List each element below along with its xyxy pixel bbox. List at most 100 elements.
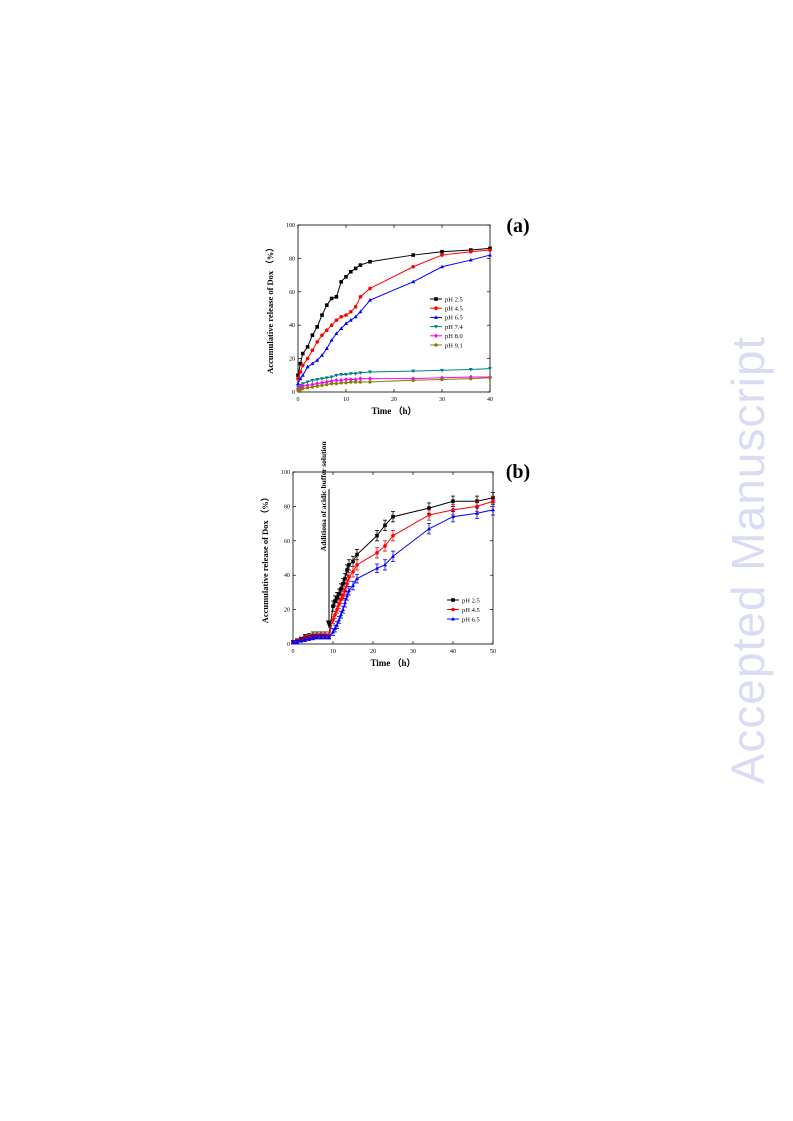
legend-label: pH 4.5 [462,607,480,614]
chart-b: 0 10 20 30 40 50 0 20 40 60 80 100 Time （h） Accumulat… [260,440,530,668]
data-point [427,506,431,510]
data-point [351,569,355,574]
data-point [298,384,303,390]
data-point [310,385,315,389]
data-point [427,513,431,517]
data-point [353,377,358,382]
data-point [305,345,310,349]
x-tick-label: 10 [343,397,349,403]
data-point [368,286,372,291]
data-point [300,383,305,389]
data-point [298,361,303,366]
data-point [440,249,444,254]
data-point [305,382,310,388]
data-point [368,376,372,381]
legend-label: pH 7.4 [445,324,463,331]
data-point [339,597,343,602]
data-point [375,533,379,538]
data-point [349,310,353,314]
data-point [320,380,324,386]
data-point [451,508,455,512]
legend-marker [434,306,438,311]
panel-label: (a) [506,215,529,237]
data-point [368,297,372,302]
data-point [348,377,353,382]
data-point [348,318,353,322]
data-point [334,381,339,386]
data-point [320,353,324,357]
data-point [334,318,339,322]
x-tick-label: 0 [292,649,295,655]
data-point [411,378,416,382]
data-point [391,514,395,519]
data-point [298,376,303,381]
data-point [334,373,339,378]
data-point [344,373,348,377]
data-point [344,377,348,382]
data-point [347,575,351,579]
data-point [349,269,353,274]
data-point [358,380,363,384]
data-point [324,376,329,380]
data-point [345,582,349,586]
y-tick-label: 20 [289,357,295,363]
data-point [488,248,492,252]
data-point [411,369,416,374]
data-point [301,351,305,356]
y-tick-label: 100 [281,470,290,476]
data-point [348,380,353,384]
data-point [341,607,345,612]
x-tick-label: 10 [330,649,336,655]
data-point [358,376,363,381]
legend-entry: pH 4.5 [447,607,480,614]
data-point [334,295,339,299]
x-tick-label: 40 [487,397,493,403]
data-point [310,378,315,383]
data-point [488,367,492,371]
legend-entry: pH 8.0 [430,333,463,340]
data-point [383,544,387,548]
data-point [331,618,335,622]
legend-entry: pH 2.5 [430,296,463,303]
legend-entry: pH 2.5 [447,597,480,604]
y-tick-label: 20 [284,608,290,614]
data-point [307,636,311,641]
data-point [344,274,348,279]
x-tick-label: 20 [370,649,376,655]
data-point [310,382,315,387]
data-point [315,384,320,388]
data-point [333,599,337,603]
data-point [488,375,492,380]
data-point [324,379,329,385]
data-point [310,361,315,366]
data-point [339,612,343,617]
data-point [469,249,473,254]
data-point [305,380,310,385]
data-point [315,325,319,329]
annotation-text: Additiona of acidic buffer solution [319,440,328,551]
y-tick-label: 60 [289,290,295,296]
data-point [315,378,320,382]
data-point [329,323,334,328]
data-point [323,634,327,639]
data-point [353,266,358,271]
data-point [324,346,329,351]
data-point [296,373,300,378]
legend-marker [451,616,455,621]
y-axis-label: Accumulative release of Dox （%） [265,243,275,374]
data-point [488,252,492,257]
data-point [475,511,479,515]
x-tick-label: 30 [439,397,445,403]
data-point [440,253,444,257]
y-tick-label: 100 [286,223,295,229]
data-point [491,507,495,512]
series-line [293,509,494,643]
data-point [353,380,358,384]
y-tick-label: 60 [284,539,290,545]
data-point [300,373,305,377]
legend-marker [434,325,438,329]
legend-label: pH 6.5 [462,616,480,623]
data-point [440,264,444,269]
y-axis-label: Accumulative release of Dox （%） [260,493,270,624]
